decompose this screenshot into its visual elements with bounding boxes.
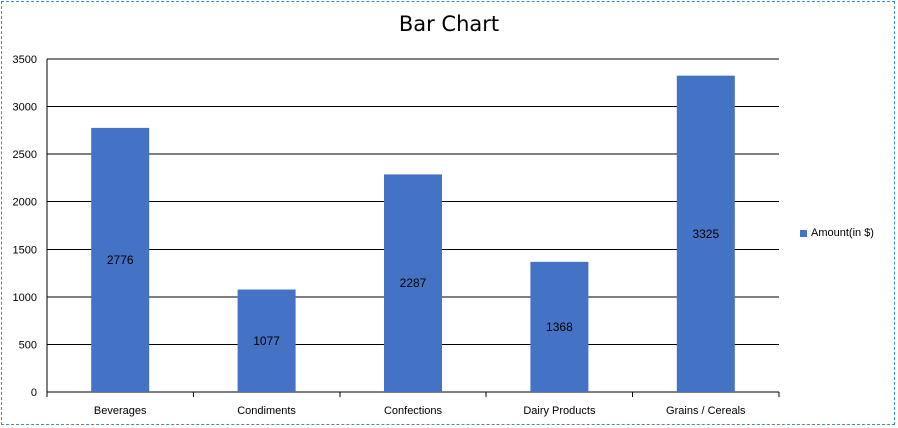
y-tick-label: 500 xyxy=(19,339,37,351)
x-tick-label: Beverages xyxy=(94,405,147,417)
x-tick-label: Grains / Cereals xyxy=(666,405,746,417)
y-tick-label: 1500 xyxy=(13,244,37,256)
y-tick-label: 1000 xyxy=(13,292,37,304)
x-tick-label: Confections xyxy=(384,405,443,417)
y-tick-label: 0 xyxy=(31,387,37,399)
bar xyxy=(91,127,150,393)
data-label: 2287 xyxy=(400,276,427,290)
data-label: 2776 xyxy=(107,253,134,267)
y-tick-label: 3500 xyxy=(13,54,37,66)
y-tick-label: 3000 xyxy=(13,102,37,114)
data-label: 3325 xyxy=(692,227,719,241)
bar xyxy=(530,261,589,392)
x-tick-label: Condiments xyxy=(237,405,296,417)
y-tick-label: 2500 xyxy=(13,149,37,161)
chart-title: Bar Chart xyxy=(398,12,500,36)
bar xyxy=(676,75,735,393)
bar xyxy=(384,174,442,392)
bar xyxy=(237,289,296,392)
data-label: 1368 xyxy=(546,320,573,334)
data-label: 1077 xyxy=(253,334,280,348)
legend: Amount(in $) xyxy=(800,227,874,239)
legend-swatch xyxy=(800,229,807,237)
x-tick-label: Dairy Products xyxy=(523,405,596,417)
y-tick-label: 2000 xyxy=(13,197,37,209)
legend-label: Amount(in $) xyxy=(811,227,874,239)
